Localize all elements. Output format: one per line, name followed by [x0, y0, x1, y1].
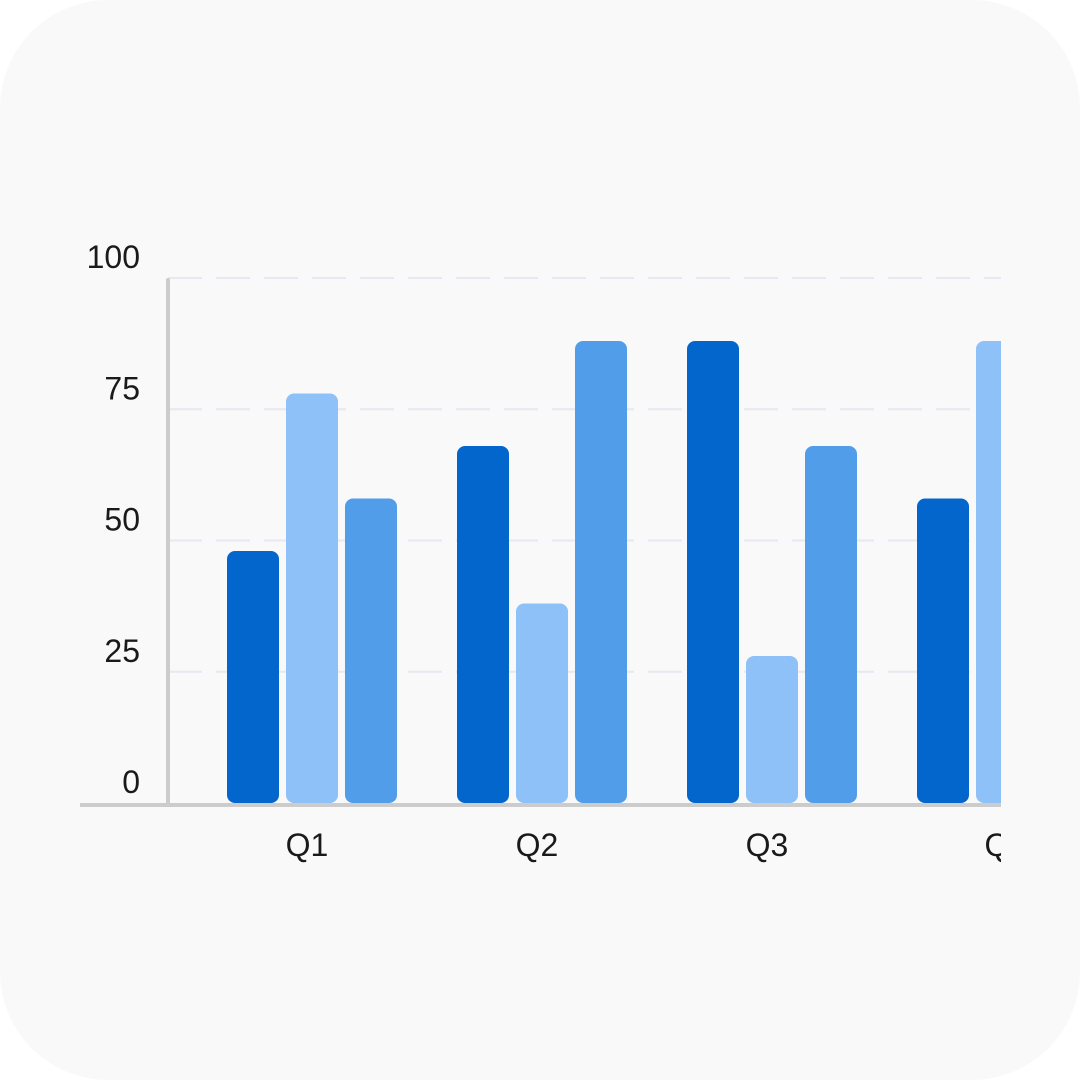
bars — [227, 341, 1001, 803]
y-tick-labels: 0 25 50 75 100 — [87, 239, 140, 800]
axes — [80, 278, 1001, 807]
bar — [457, 446, 509, 803]
y-tick-label: 25 — [104, 633, 140, 669]
bar — [575, 341, 627, 803]
bar — [917, 498, 969, 803]
bar — [976, 341, 1001, 803]
y-tick-label: 0 — [122, 764, 140, 800]
bar — [746, 656, 798, 803]
x-tick-label: Q — [985, 827, 1010, 863]
bar — [345, 498, 397, 803]
y-tick-label: 75 — [104, 370, 140, 406]
x-tick-label: Q1 — [286, 827, 329, 863]
x-tick-label: Q3 — [746, 827, 789, 863]
y-tick-label: 50 — [104, 502, 140, 538]
bar — [227, 551, 279, 803]
bar — [805, 446, 857, 803]
bar — [286, 393, 338, 803]
bar — [687, 341, 739, 803]
x-tick-labels: Q1 Q2 Q3 Q — [286, 827, 1010, 863]
y-tick-label: 100 — [87, 239, 140, 275]
bar — [516, 603, 568, 803]
x-tick-label: Q2 — [516, 827, 559, 863]
